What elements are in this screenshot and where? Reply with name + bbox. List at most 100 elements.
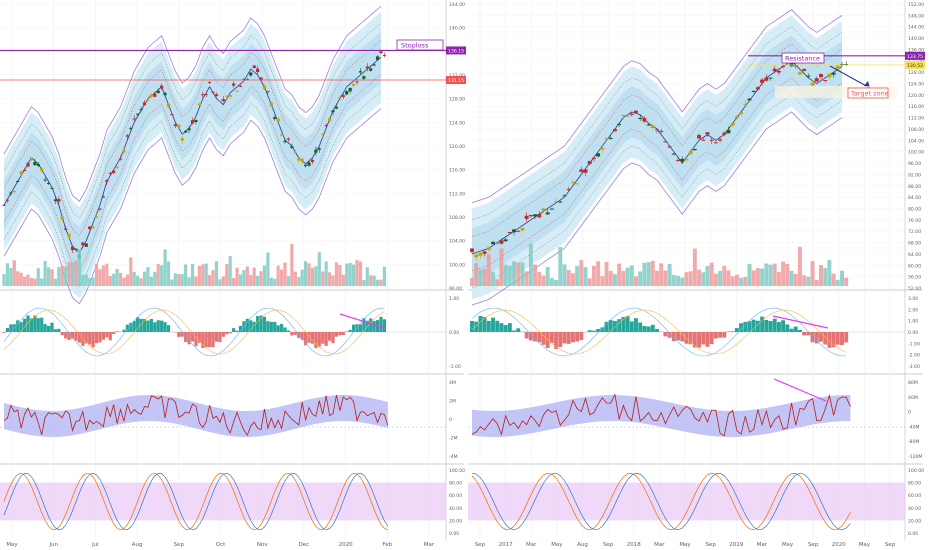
candle-body [789, 62, 794, 67]
macd-histogram-bar [764, 319, 769, 332]
stoch-tick-label: 20.00 [449, 518, 462, 524]
macd-histogram-bar [554, 332, 559, 349]
candle-body [184, 130, 188, 133]
volume-bar [701, 272, 706, 286]
macd-histogram-bar [688, 332, 693, 345]
volume-bar [802, 275, 807, 286]
candle-body [355, 81, 359, 83]
candle-body [9, 192, 13, 194]
volume-bar [286, 276, 291, 286]
y-tick-label: 72.00 [908, 229, 921, 235]
macd-histogram-bar [806, 332, 811, 336]
candle-body [142, 102, 147, 106]
dotted-band-line [471, 26, 843, 221]
candle-body [67, 233, 71, 238]
x-tick-label: 2017 [499, 542, 513, 548]
candle-body [797, 72, 802, 75]
candle-body [22, 169, 27, 171]
candle-body [331, 110, 335, 113]
macd-histogram-bar [314, 332, 318, 349]
candle-body [53, 199, 58, 202]
candle-body [379, 51, 383, 54]
y-tick-label: 92.00 [908, 172, 921, 178]
volume-bar [709, 262, 714, 286]
stoch-tick-label: 0.00 [449, 531, 459, 537]
macd-histogram-bar [743, 321, 748, 332]
volume-bar [153, 271, 157, 286]
candle-body [262, 85, 267, 89]
candle-body [33, 162, 37, 166]
candle-body [91, 226, 95, 229]
macd-histogram-bar [772, 318, 777, 332]
x-tick-label: May [679, 542, 691, 548]
volume-bar [290, 243, 294, 286]
candle-body [177, 124, 181, 128]
volume-bar [317, 252, 321, 286]
macd-histogram-bar [512, 330, 517, 332]
volume-bar [50, 269, 54, 286]
y-tick-label: 120.00 [449, 144, 465, 150]
macd-histogram-bar [470, 320, 474, 332]
volume-bar [379, 279, 383, 286]
candle-body [317, 148, 321, 150]
candle-body [118, 158, 123, 160]
macd-histogram-bar [81, 332, 85, 346]
volume-bar [77, 249, 82, 286]
candle-body [345, 91, 349, 95]
candle-body [608, 137, 613, 139]
candle-body [204, 94, 208, 96]
volume-bar [524, 271, 529, 286]
candle-body [814, 78, 819, 82]
candle-body [125, 135, 129, 137]
macd-histogram-bar [730, 331, 735, 332]
y-tick-label: 148.00 [908, 13, 924, 19]
macd-histogram-bar [797, 329, 802, 332]
y-tick-label: 96.00 [449, 286, 462, 292]
candle-body [348, 88, 352, 92]
volume-bar [516, 262, 521, 286]
stoch-k-line [471, 472, 851, 531]
volume-bar [478, 269, 483, 286]
macd-histogram-bar [94, 332, 99, 344]
x-tick-label: May [551, 542, 563, 548]
volume-bar [351, 264, 356, 286]
candle-body [575, 183, 580, 185]
y-tick-label: 116.00 [449, 168, 465, 174]
volume-bar [256, 275, 260, 286]
macd-histogram-bar [238, 325, 243, 332]
candle-body [146, 99, 150, 101]
macd-histogram-bar [22, 318, 27, 332]
volume-bar [835, 279, 840, 286]
candle-body [310, 159, 315, 162]
candle-body [650, 125, 655, 129]
volume-bar [341, 274, 345, 286]
volume-bar [280, 269, 284, 286]
volume-bar [163, 249, 167, 286]
stoploss-label-box[interactable] [396, 39, 444, 51]
macd-histogram-bar [187, 332, 191, 345]
macd-histogram-bar [214, 332, 219, 342]
stoch-tick-label: 80.00 [449, 481, 462, 487]
x-tick-label: Oct [216, 542, 226, 548]
macd-histogram-bar [579, 332, 584, 340]
candle-body [286, 138, 291, 140]
macd-histogram-bar [201, 332, 205, 349]
resistance-label-box[interactable] [781, 52, 825, 64]
macd-histogram-bar [533, 332, 538, 342]
volume-bar [334, 262, 339, 286]
stoch-tick-label: 80.00 [908, 481, 921, 487]
candle-body [327, 118, 332, 122]
candle-body [300, 158, 304, 162]
volume-bar [70, 262, 75, 286]
macd-histogram-bar [156, 320, 160, 332]
macd-histogram-bar [596, 328, 601, 332]
volume-bar [225, 264, 229, 286]
y-tick-label: 144.00 [908, 25, 924, 31]
target-zone-label-box[interactable] [847, 87, 889, 99]
x-tick-label: Nov [257, 542, 268, 548]
candle-body [115, 166, 119, 168]
volume-bar [591, 265, 596, 286]
macd-histogram-bar [566, 332, 571, 344]
volume-bar [53, 278, 58, 286]
volume-bar [43, 260, 47, 286]
